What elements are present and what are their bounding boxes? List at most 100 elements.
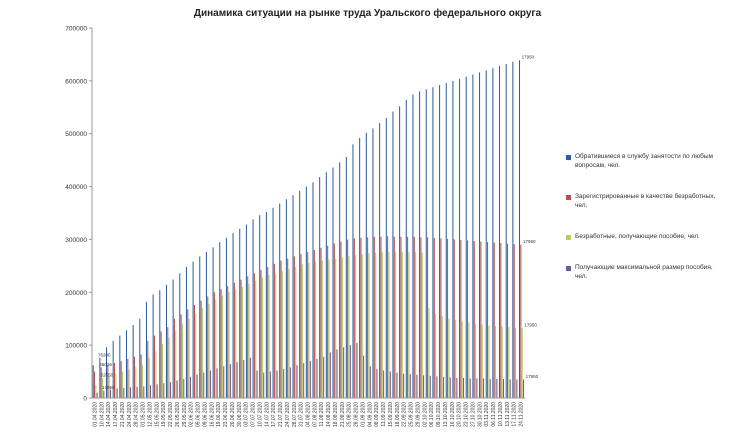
bar-s3	[421, 252, 423, 398]
bar-s1	[139, 318, 141, 398]
bar-s4	[149, 385, 151, 398]
bar-s3	[475, 323, 477, 398]
y-tick-label: 700000	[65, 26, 87, 33]
bar-s2	[100, 367, 102, 398]
bar-s4	[256, 370, 258, 398]
x-tick-label: 28.07.2020	[292, 402, 298, 427]
bar-s2	[407, 236, 409, 398]
bar-s3	[408, 252, 410, 398]
bar-s4	[509, 379, 511, 398]
bar-s2	[207, 296, 209, 398]
bar-s3	[161, 344, 163, 398]
bar-s3	[415, 252, 417, 398]
bar-s4	[403, 373, 405, 398]
bar-s2	[233, 282, 235, 398]
x-tick-label: 30.06.2020	[237, 402, 243, 427]
bar-s4	[216, 368, 218, 398]
bar-s2	[93, 371, 96, 398]
bar-s3	[101, 377, 104, 398]
x-tick-label: 31.07.2020	[299, 402, 305, 427]
bar-s1	[452, 80, 454, 398]
bar-s4	[356, 343, 358, 398]
bar-s3	[361, 254, 363, 398]
x-tick-label: 03.07.2020	[244, 402, 250, 427]
x-tick-label: 30.10.2020	[477, 402, 483, 427]
x-tick-label: 28.08.2020	[354, 402, 360, 427]
bar-s2	[520, 244, 522, 398]
y-tick-label: 500000	[65, 131, 87, 138]
bar-s1	[485, 70, 487, 399]
bar-s4	[296, 365, 298, 398]
x-tick-label: 22.09.2020	[402, 402, 408, 427]
bar-s3	[335, 258, 337, 398]
bar-s4	[329, 352, 331, 398]
x-tick-label: 22.05.2020	[168, 402, 174, 427]
bar-s2	[280, 260, 282, 398]
bar-s1	[472, 74, 474, 398]
bar-s1	[252, 219, 254, 398]
bar-s1	[505, 63, 507, 398]
x-tick-label: 17.07.2020	[271, 402, 277, 427]
x-tick-label: 02.10.2020	[422, 402, 428, 427]
x-tick-label: 18.09.2020	[395, 402, 401, 427]
bar-s2	[327, 245, 329, 398]
x-tick-label: 19.06.2020	[216, 402, 222, 427]
x-tick-label: 19.05.2020	[161, 402, 167, 427]
bar-s2	[367, 237, 369, 398]
bar-s2	[387, 236, 389, 398]
bar-s4	[496, 378, 498, 398]
bar-s4	[103, 390, 105, 398]
bar-s4	[243, 359, 245, 398]
data-label: 52050	[101, 372, 114, 377]
bar-s3	[188, 318, 190, 398]
legend-item-3: Безработные, получающие пособие, чел.	[566, 232, 726, 241]
legend-swatch-1	[566, 155, 571, 160]
x-tick-label: 14.08.2020	[326, 402, 332, 427]
bar-s4	[336, 349, 338, 398]
x-tick-label: 25.09.2020	[409, 402, 415, 427]
legend-label-3: Безработные, получающие пособие, чел.	[575, 233, 700, 240]
x-tick-label: 24.11.2020	[519, 402, 525, 427]
bar-s3	[388, 252, 390, 398]
x-tick-label: 13.10.2020	[443, 402, 449, 427]
bar-s4	[516, 379, 518, 398]
bar-s2	[293, 256, 295, 398]
bar-s2	[473, 241, 475, 398]
bar-s3	[201, 308, 203, 398]
bar-s4	[469, 378, 471, 398]
bar-s4	[436, 376, 438, 398]
data-label: 17950	[523, 239, 536, 244]
bar-s2	[173, 318, 175, 398]
x-tick-label: 02.06.2020	[189, 402, 195, 427]
bar-s3	[281, 271, 283, 398]
bar-s3	[135, 367, 137, 398]
bar-s4	[236, 362, 238, 398]
bar-s1	[92, 365, 94, 398]
bar-s4	[443, 376, 445, 398]
legend-label-1: Обратившиеся в службу занятости по любым…	[575, 153, 714, 169]
x-tick-label: 06.11.2020	[491, 402, 497, 427]
bar-s3	[295, 266, 297, 398]
bar-s4	[283, 368, 285, 398]
bar-s3	[221, 295, 223, 398]
bar-s4	[349, 345, 351, 398]
bar-s3	[341, 257, 343, 398]
bar-s4	[489, 378, 491, 398]
bar-s4	[303, 363, 305, 398]
bar-s3	[208, 303, 210, 398]
legend-label-2: Зарегистрированные в качестве безработны…	[575, 193, 716, 209]
bar-s2	[260, 270, 262, 398]
x-tick-label: 14.07.2020	[264, 402, 270, 427]
bar-s4	[343, 347, 345, 398]
x-tick-label: 09.10.2020	[436, 402, 442, 427]
bar-s2	[113, 363, 116, 398]
x-tick-label: 15.05.2020	[154, 402, 160, 427]
data-label: 17950	[524, 323, 537, 328]
bar-s2	[433, 237, 435, 398]
bar-s1	[465, 76, 467, 398]
bar-s4	[163, 383, 165, 398]
bar-s3	[115, 373, 117, 398]
bar-s4	[136, 386, 138, 398]
bar-s1	[492, 68, 494, 399]
bar-s2	[347, 239, 349, 398]
